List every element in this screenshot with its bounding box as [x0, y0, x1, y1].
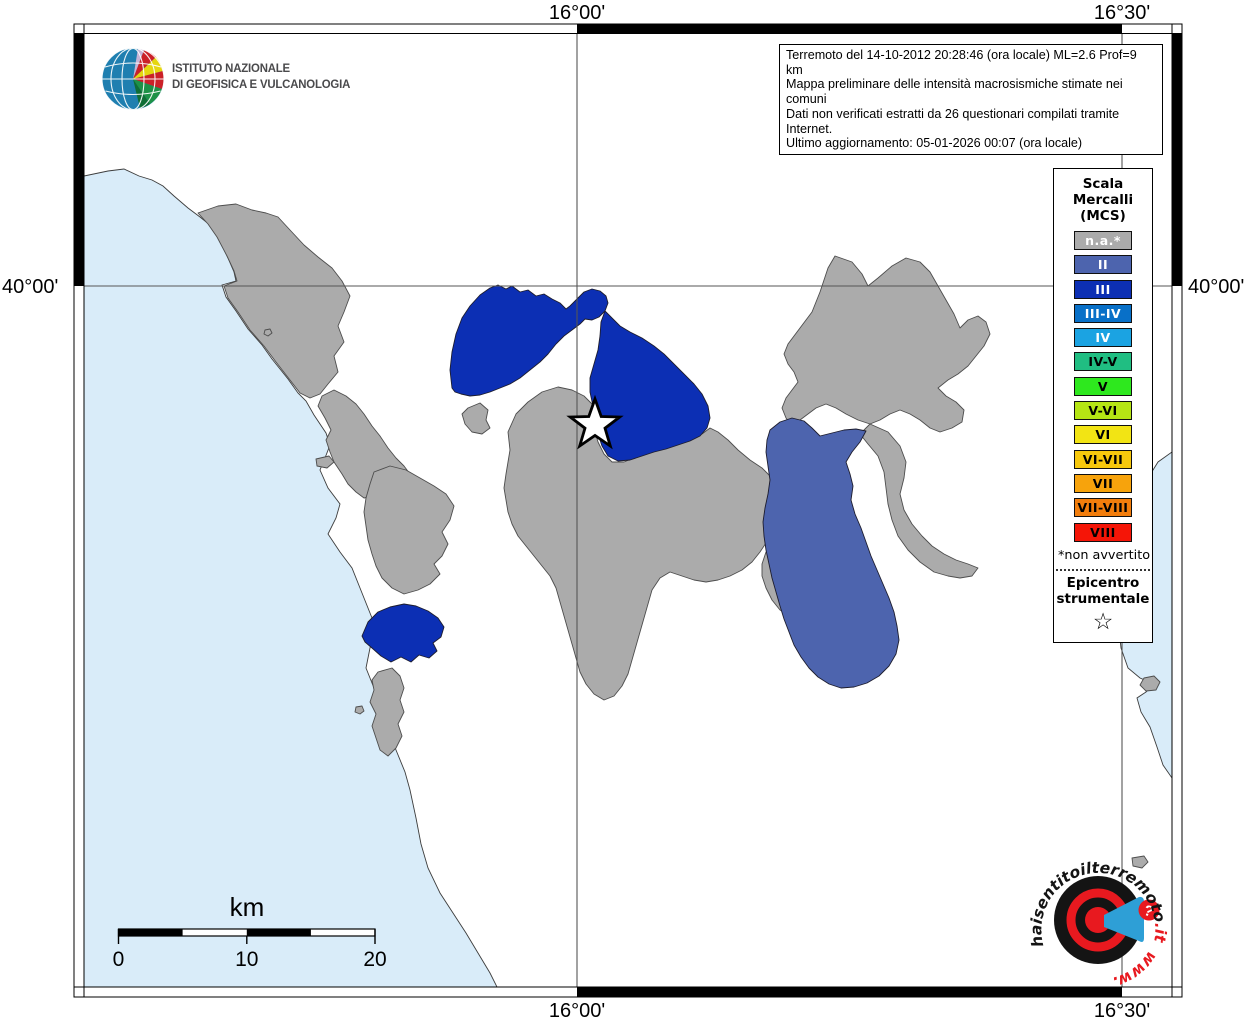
municipality-intensity-III-southwest: [361, 603, 445, 663]
island-east-small: [1131, 855, 1149, 869]
municipality-intensity-III-northeast: [589, 310, 711, 462]
megaphone-icon: [1104, 896, 1144, 942]
legend-swatch-viii: VIII: [1074, 522, 1132, 542]
legend-swatch-na: n.a.*: [1074, 231, 1132, 250]
legend-epicenter-title: Epicentro strumentale: [1054, 575, 1152, 607]
legend-title-line1: Scala: [1082, 176, 1124, 192]
island-2: [263, 328, 273, 337]
axis-label-right-40-00: 40°00': [1188, 276, 1245, 298]
municipality-coast-south: [369, 667, 405, 757]
legend-epicenter-line1: Epicentro: [1066, 574, 1140, 591]
municipality-coast-north: [197, 203, 351, 399]
legend-title-line3: (MCS): [1080, 208, 1126, 224]
axis-label-left-40-00: 40°00': [2, 276, 59, 298]
info-line-map-type: Mappa preliminare delle intensità macros…: [786, 77, 1123, 107]
legend-swatch-vvi: V-VI: [1074, 401, 1132, 421]
info-line-updated: Ultimo aggiornamento: 05-01-2026 00:07 (…: [786, 136, 1083, 151]
legend-items: n.a.* II III III-IV IV IV-V V V-VI VI VI-VII VII VI…: [1054, 231, 1152, 542]
municipality-small-west: [461, 402, 491, 435]
legend-epicenter-line2: strumentale: [1056, 590, 1150, 607]
legend-swatch-iiiiv: III-IV: [1074, 303, 1132, 323]
island-1: [315, 455, 335, 469]
legend-swatch-ivv: IV-V: [1074, 352, 1132, 372]
legend-swatch-viiviii: VII-VIII: [1074, 498, 1132, 518]
legend-swatch-vi: VI: [1074, 425, 1132, 445]
scale-tick-0: 0: [113, 948, 125, 971]
epicenter-star-symbol: ☆: [1092, 608, 1114, 635]
legend-footnote: *non avvertito: [1058, 547, 1151, 563]
island-east-spit: [1139, 675, 1161, 692]
scale-bar-unit: km: [230, 892, 265, 922]
legend-title: Scala Mercalli (MCS): [1054, 176, 1152, 224]
scale-bar: km 0 10 20: [113, 892, 387, 971]
legend-swatch-vivii: VI-VII: [1074, 449, 1132, 469]
municipality-layer: [197, 203, 1161, 869]
axis-label-bottom-16-30: 16°30': [1093, 1000, 1151, 1022]
ingv-wordmark-line2: DI GEOFISICA E VULCANOLOGIA: [172, 77, 351, 91]
axis-label-top-16-30: 16°30': [1093, 2, 1151, 24]
axis-label-top-16-00: 16°00': [548, 2, 606, 24]
ingv-logo-globe: [101, 47, 165, 111]
municipality-intensity-II-east: [762, 417, 900, 689]
legend-swatch-iii: III: [1074, 279, 1132, 299]
municipality-east-hook: [859, 423, 979, 579]
mercalli-scale-legend: Scala Mercalli (MCS) n.a.* II III III-IV IV I…: [1053, 168, 1153, 643]
municipality-epicentral-area: [503, 386, 787, 701]
ingv-logo-wordmark: ISTITUTO NAZIONALE DI GEOFISICA E VULCAN…: [172, 60, 350, 92]
legend-swatch-vii: VII: [1074, 473, 1132, 493]
island-3: [354, 705, 365, 715]
info-line-event: Terremoto del 14-10-2012 20:28:46 (ora l…: [786, 48, 1137, 77]
municipality-northeast-mass: [781, 255, 991, 433]
scale-tick-10: 10: [235, 948, 258, 971]
epicenter-star-marker: [566, 394, 624, 450]
scale-tick-20: 20: [363, 948, 386, 971]
municipality-intensity-III-northwest: [449, 284, 609, 397]
legend-swatch-ii: II: [1074, 255, 1132, 275]
info-line-questionnaires: Dati non verificati estratti da 26 quest…: [786, 106, 1120, 136]
map-frame: [73, 23, 1183, 998]
earthquake-info-box: Terremoto del 14-10-2012 20:28:46 (ora l…: [779, 44, 1163, 155]
legend-title-line2: Mercalli: [1072, 192, 1134, 208]
legend-swatch-iv: IV: [1074, 328, 1132, 348]
municipality-coast-mid2: [363, 465, 455, 595]
ingv-wordmark-line1: ISTITUTO NAZIONALE: [172, 61, 290, 75]
axis-label-bottom-16-00: 16°00': [548, 1000, 606, 1022]
legend-swatch-v: V: [1074, 376, 1132, 396]
legend-divider: [1056, 568, 1150, 571]
